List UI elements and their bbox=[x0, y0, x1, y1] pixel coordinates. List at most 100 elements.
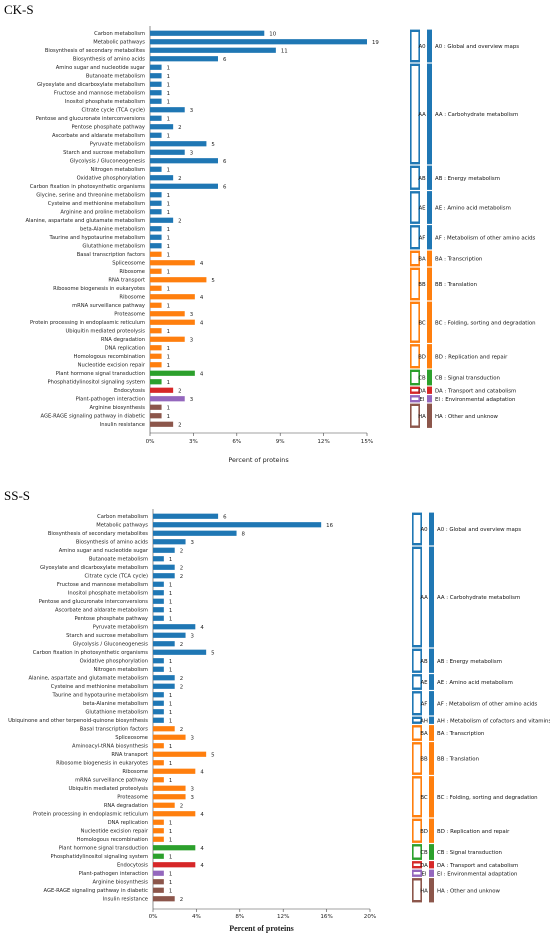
group-code-inner bbox=[413, 549, 421, 645]
bar-value-label: 1 bbox=[167, 329, 170, 335]
bar bbox=[150, 268, 162, 274]
bar bbox=[153, 530, 237, 536]
bar-value-label: 1 bbox=[167, 354, 170, 360]
category-label: Carbon fixation in photosynthetic organi… bbox=[33, 650, 149, 656]
group-code-label: AA bbox=[418, 112, 426, 118]
group-code-inner bbox=[411, 193, 419, 222]
category-label: AGE-RAGE signaling pathway in diabetic bbox=[41, 414, 146, 420]
category-label: Ribosome bbox=[119, 269, 145, 275]
category-label: Phosphatidylinositol signaling system bbox=[48, 380, 145, 386]
category-label: Protein processing in endoplasmic reticu… bbox=[33, 812, 148, 818]
x-tick-label: 9% bbox=[276, 439, 285, 445]
bar bbox=[150, 192, 162, 198]
bar-value-label: 1 bbox=[169, 820, 172, 826]
group-code-inner bbox=[411, 32, 419, 60]
bar bbox=[150, 175, 174, 181]
bar bbox=[153, 717, 164, 723]
bar bbox=[150, 336, 185, 342]
category-label: Alanine, aspartate and glutamate metabol… bbox=[25, 218, 145, 224]
group-code-label: DA bbox=[418, 388, 426, 394]
bar bbox=[150, 81, 162, 87]
group-code-label: BD bbox=[420, 829, 428, 835]
bar bbox=[150, 243, 162, 249]
bar bbox=[153, 607, 164, 613]
category-label: Fructose and mannose metabolism bbox=[57, 582, 148, 588]
bar bbox=[153, 581, 164, 587]
bar-value-label: 1 bbox=[167, 244, 170, 250]
bar-value-label: 1 bbox=[167, 252, 170, 258]
bar bbox=[153, 887, 164, 893]
category-label: Biosynthesis of secondary metabolites bbox=[48, 531, 148, 537]
bar bbox=[150, 166, 162, 172]
group-code-inner bbox=[411, 253, 419, 264]
group-code-label: BB bbox=[418, 282, 426, 288]
category-label: RNA transport bbox=[108, 278, 145, 284]
bar-value-label: 10 bbox=[269, 31, 276, 37]
category-label: Pyruvate metabolism bbox=[93, 625, 148, 631]
bar-value-label: 2 bbox=[180, 574, 183, 580]
bar bbox=[153, 760, 164, 766]
category-label: Ribosome biogenesis in eukaryotes bbox=[53, 286, 145, 292]
category-label: RNA transport bbox=[111, 752, 148, 758]
group-legend-label: AB : Energy metabolism bbox=[437, 659, 502, 665]
x-tick-label: 12% bbox=[317, 439, 329, 445]
group-code-inner bbox=[413, 693, 421, 713]
bar-value-label: 2 bbox=[178, 422, 181, 428]
bar-value-label: 4 bbox=[200, 261, 204, 267]
bar bbox=[150, 277, 207, 283]
bar-value-label: 2 bbox=[180, 565, 183, 571]
group-legend-label: AF : Metabolism of other amino acids bbox=[435, 235, 536, 241]
category-label: RNA degradation bbox=[104, 803, 148, 809]
category-label: Insulin resistance bbox=[103, 897, 148, 903]
bar-value-label: 5 bbox=[211, 752, 214, 758]
group-bar bbox=[429, 546, 434, 648]
group-bar bbox=[427, 301, 432, 343]
chart-title: CK-S bbox=[4, 2, 34, 17]
group-bar bbox=[427, 250, 432, 267]
category-label: mRNA surveillance pathway bbox=[75, 778, 148, 784]
bar-value-label: 3 bbox=[191, 540, 194, 546]
bar-value-label: 1 bbox=[167, 116, 170, 122]
category-label: Nitrogen metabolism bbox=[90, 167, 145, 173]
category-label: Oxidative phosphorylation bbox=[80, 659, 148, 665]
category-label: Amino sugar and nucleotide sugar bbox=[59, 548, 149, 554]
category-label: Spliceosome bbox=[112, 261, 145, 267]
bar bbox=[150, 132, 162, 138]
category-label: Nitrogen metabolism bbox=[93, 667, 148, 673]
bar-value-label: 6 bbox=[223, 514, 227, 520]
group-code-inner bbox=[411, 66, 419, 162]
group-code-label: AH bbox=[420, 718, 428, 724]
bar-value-label: 1 bbox=[167, 133, 170, 139]
bar-value-label: 1 bbox=[169, 778, 172, 784]
group-code-label: HA bbox=[418, 414, 426, 420]
bar bbox=[153, 802, 175, 808]
bar bbox=[153, 615, 164, 621]
group-code-inner bbox=[413, 778, 421, 815]
category-label: Cysteine and methionine metabolism bbox=[48, 201, 145, 207]
bar bbox=[153, 845, 196, 851]
group-code-inner bbox=[413, 727, 421, 739]
x-tick-label: 0% bbox=[149, 914, 158, 920]
group-code-label: AF bbox=[419, 235, 426, 241]
bar-value-label: 1 bbox=[167, 380, 170, 386]
category-label: Oxidative phosphorylation bbox=[77, 176, 145, 182]
bar-value-label: 2 bbox=[180, 897, 183, 903]
bar bbox=[150, 421, 174, 427]
group-legend-label: BC : Folding, sorting and degradation bbox=[437, 795, 538, 801]
group-bar bbox=[429, 691, 434, 716]
bar bbox=[153, 700, 164, 706]
bar-value-label: 6 bbox=[223, 184, 227, 190]
category-label: Arginine and proline metabolism bbox=[60, 210, 145, 216]
group-code-inner bbox=[411, 270, 419, 298]
group-code-label: AF bbox=[421, 701, 428, 707]
group-code-label: BC bbox=[420, 795, 428, 801]
group-code-inner bbox=[411, 389, 419, 392]
bar-value-label: 1 bbox=[169, 608, 172, 614]
group-legend-label: A0 : Global and overview maps bbox=[435, 44, 519, 50]
category-label: beta-Alanine metabolism bbox=[80, 227, 145, 233]
bar bbox=[153, 751, 207, 757]
bar bbox=[153, 547, 175, 553]
category-label: Metabolic pathways bbox=[93, 40, 145, 46]
x-tick-label: 0% bbox=[146, 439, 155, 445]
category-label: Citrate cycle (TCA cycle) bbox=[82, 108, 145, 114]
